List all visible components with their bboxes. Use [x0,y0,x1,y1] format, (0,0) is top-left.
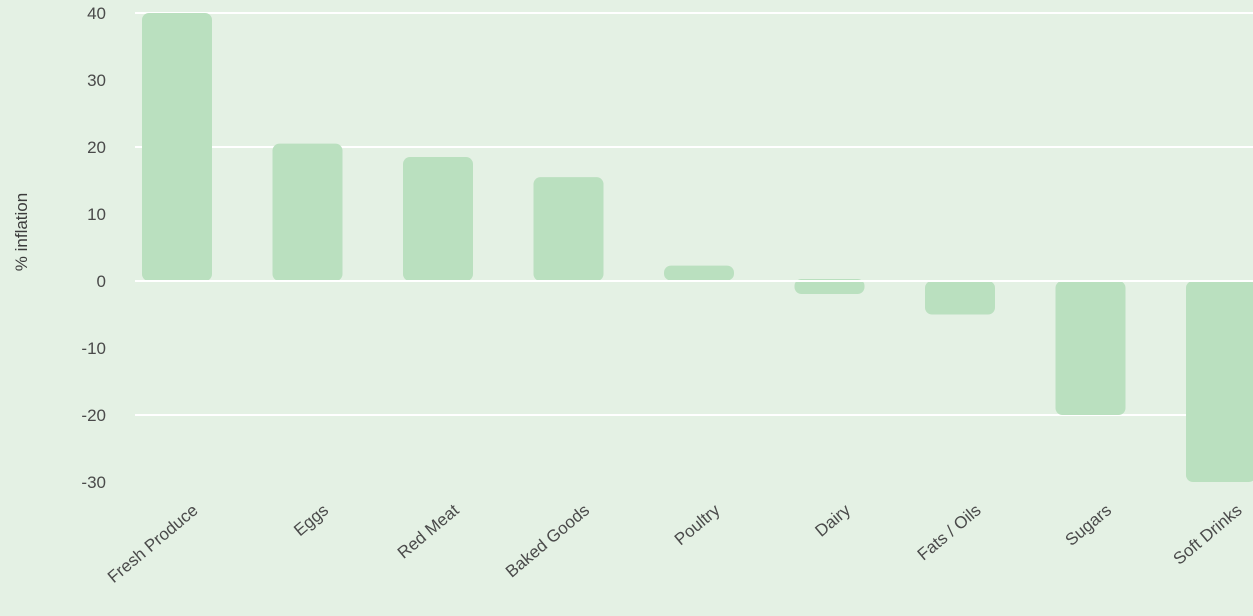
y-tick-label: 0 [97,272,106,291]
x-category-label: Poultry [671,500,724,549]
bar [664,265,734,281]
bars [135,13,1253,482]
x-category-label: Fresh Produce [104,501,202,587]
bar [403,157,473,281]
y-tick-label: 30 [87,71,106,90]
x-category-label: Eggs [290,501,332,540]
y-axis-ticks: 40 30 20 10 0 -10 -20 -30 [81,4,106,492]
bar [533,177,604,281]
x-category-label: Soft Drinks [1170,501,1246,569]
x-category-label: Sugars [1062,501,1115,550]
x-category-label: Red Meat [394,500,463,562]
y-tick-label: 10 [87,205,106,224]
bar [794,279,865,294]
x-axis-labels: Fresh Produce Eggs Red Meat Baked Goods Poul… [104,500,1246,587]
y-tick-label: 20 [87,138,106,157]
y-tick-label: -30 [81,473,106,492]
bar [925,281,995,315]
x-category-label: Baked Goods [502,501,593,582]
y-axis-title: % inflation [12,193,31,271]
bar [1186,281,1253,482]
x-category-label: Fats / Oils [914,501,985,565]
y-tick-label: 40 [87,4,106,23]
y-tick-label: -10 [81,339,106,358]
y-tick-label: -20 [81,406,106,425]
bar [272,143,343,281]
bar [142,13,212,281]
bar [1055,281,1126,415]
x-category-label: Dairy [811,500,854,540]
